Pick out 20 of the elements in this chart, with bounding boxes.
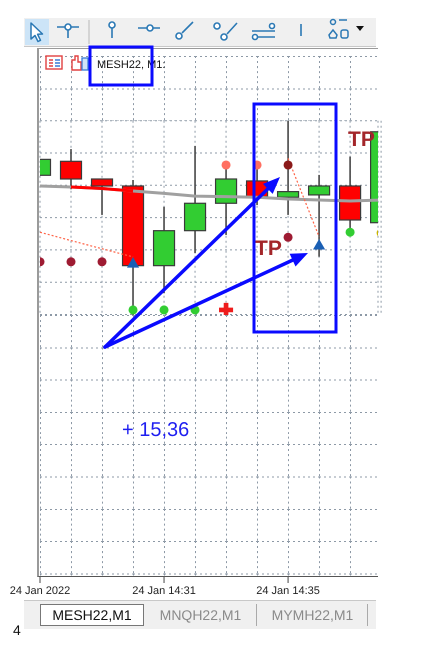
point [66,257,76,266]
text: + 15,36 [122,419,190,441]
x-tick-label: 24 Jan 14:31 [132,585,196,597]
text: MYMH22,M1 [272,607,354,623]
text: 4 [13,622,21,638]
x-tick-label: 24 Jan 14:35 [256,585,320,597]
x-tick-label: 24 Jan 2022 [10,585,70,597]
annotation: TP [255,237,282,260]
point [346,228,355,237]
point [284,160,293,170]
text: MNQH22,M1 [160,607,242,623]
point [128,305,138,314]
point [313,239,326,250]
point [284,232,293,242]
point [222,160,231,170]
point [160,305,169,314]
text: MESH22,M1 [52,607,132,623]
point [219,302,234,315]
point [126,257,140,268]
point [98,257,107,266]
